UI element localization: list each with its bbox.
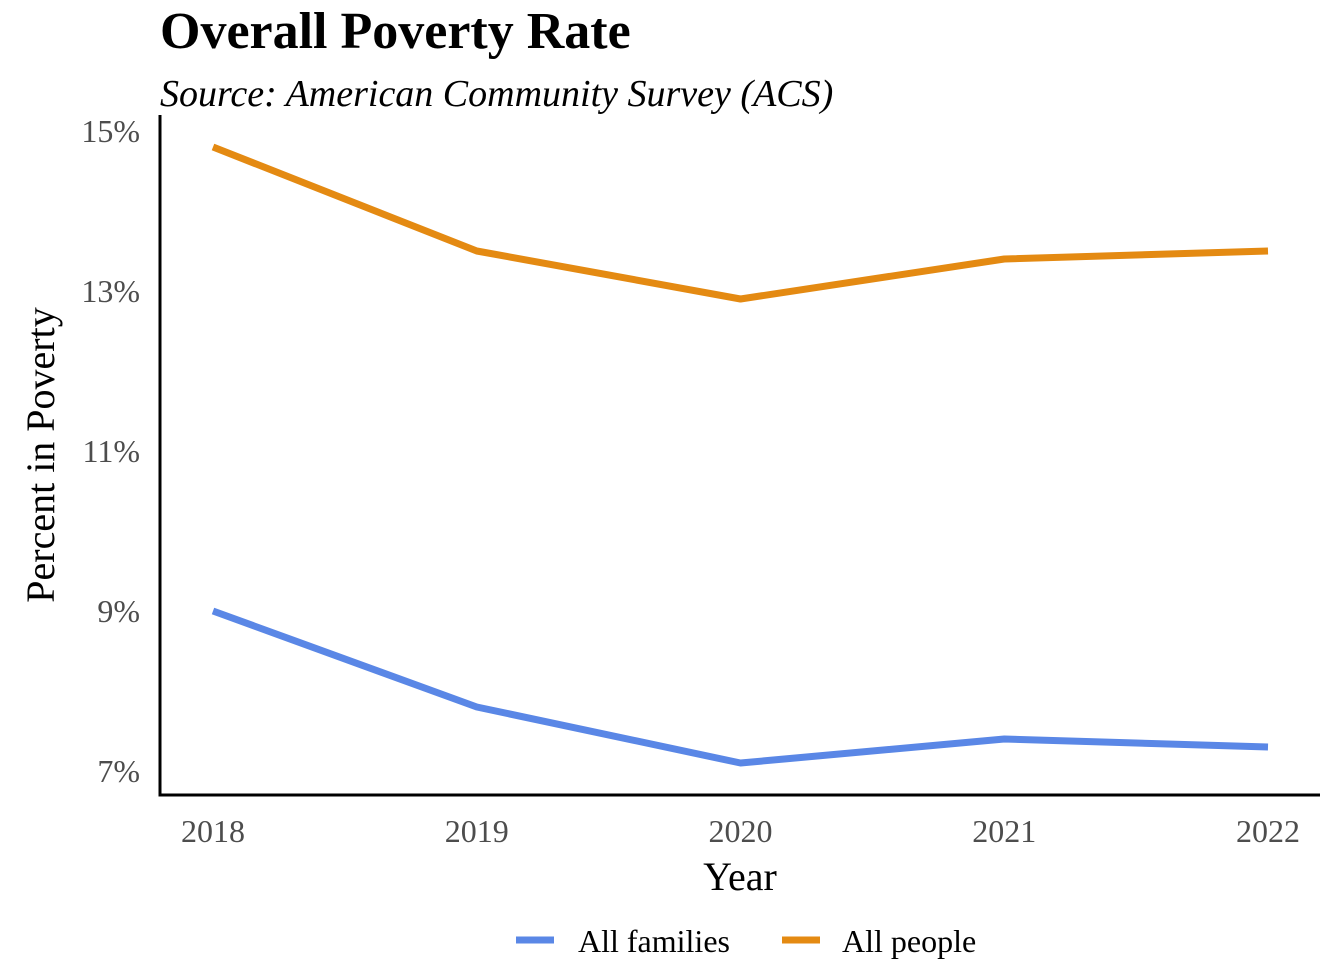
axes [158, 115, 1320, 797]
y-axis-title: Percent in Poverty [18, 307, 63, 603]
series-lines [211, 143, 1269, 767]
legend-label-1: All people [842, 923, 976, 959]
y-tick-label: 9% [97, 593, 140, 629]
y-tick-label: 13% [81, 273, 140, 309]
x-tick-label: 2021 [972, 813, 1036, 849]
x-ticks: 2018 2019 2020 2021 2022 [181, 813, 1300, 849]
legend-label-0: All families [578, 923, 730, 959]
x-tick-label: 2022 [1236, 813, 1300, 849]
x-tick-label: 2019 [445, 813, 509, 849]
chart-title: Overall Poverty Rate [160, 3, 631, 60]
y-tick-label: 7% [97, 753, 140, 789]
x-tick-label: 2018 [181, 813, 245, 849]
series-line-1 [211, 143, 1269, 303]
y-tick-label: 11% [83, 433, 140, 469]
series-line-0 [211, 607, 1269, 767]
legend: All families All people [516, 923, 976, 959]
y-ticks: 7% 9% 11% 13% 15% [81, 113, 140, 789]
x-tick-label: 2020 [709, 813, 773, 849]
y-tick-label: 15% [81, 113, 140, 149]
chart-subtitle: Source: American Community Survey (ACS) [160, 73, 834, 115]
x-axis-title: Year [703, 854, 777, 899]
